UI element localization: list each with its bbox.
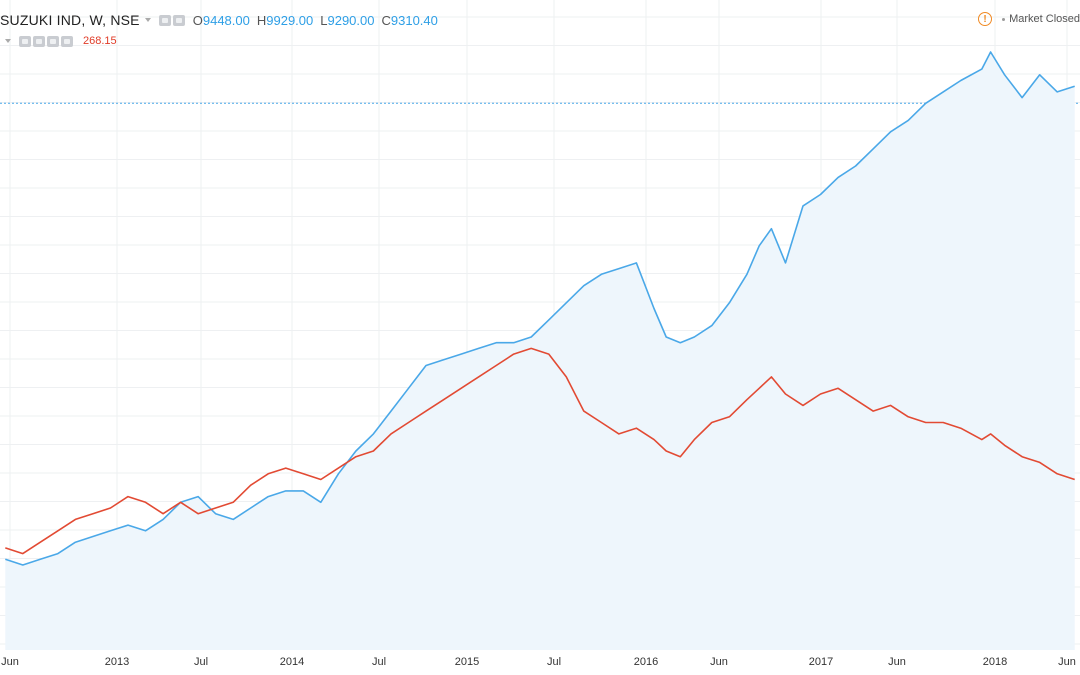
close-icon[interactable] bbox=[61, 35, 73, 47]
x-tick-label: Jun bbox=[888, 656, 906, 668]
x-tick-label: 2018 bbox=[983, 656, 1007, 668]
close-value: C9310.40 bbox=[381, 12, 438, 28]
x-tick-label: Jul bbox=[372, 656, 386, 668]
x-tick-label: Jul bbox=[194, 656, 208, 668]
market-status: ! Market Closed bbox=[978, 12, 1080, 26]
compare-legend: 268.15 bbox=[0, 33, 117, 49]
x-tick-label: 2015 bbox=[455, 656, 479, 668]
chevron-down-icon[interactable] bbox=[5, 39, 11, 43]
series-line-compare bbox=[5, 347, 1075, 555]
x-tick-label: 2014 bbox=[280, 656, 304, 668]
market-status-text: Market Closed bbox=[1009, 13, 1080, 25]
ohlc-values: O9448.00 H9929.00 L9290.00 C9310.40 bbox=[193, 13, 438, 28]
compare-value: 268.15 bbox=[83, 35, 117, 47]
open-value: O9448.00 bbox=[192, 12, 250, 28]
warning-icon[interactable]: ! bbox=[978, 12, 993, 26]
settings-icon[interactable] bbox=[172, 14, 185, 26]
eye-icon[interactable] bbox=[158, 14, 171, 26]
chevron-down-icon[interactable] bbox=[144, 18, 151, 22]
add-icon[interactable] bbox=[47, 35, 59, 47]
x-tick-label: 2017 bbox=[809, 656, 833, 668]
low-value: L9290.00 bbox=[320, 12, 375, 28]
x-tick-label: Jul bbox=[547, 656, 561, 668]
x-tick-label: Jun bbox=[1, 656, 19, 668]
high-value: H9929.00 bbox=[256, 12, 314, 28]
settings-icon[interactable] bbox=[33, 35, 45, 47]
status-dot-icon bbox=[1002, 17, 1006, 21]
symbol-title[interactable]: SUZUKI IND, W, NSE bbox=[0, 12, 140, 28]
x-tick-label: Jun bbox=[710, 656, 728, 668]
x-tick-label: 2016 bbox=[634, 656, 658, 668]
x-tick-label: 2013 bbox=[105, 656, 129, 668]
chart-legend: SUZUKI IND, W, NSE O9448.00 H9929.00 L92… bbox=[0, 10, 438, 30]
x-tick-label: Jun bbox=[1058, 656, 1076, 668]
eye-icon[interactable] bbox=[19, 35, 31, 47]
series-line-primary bbox=[5, 51, 1075, 566]
